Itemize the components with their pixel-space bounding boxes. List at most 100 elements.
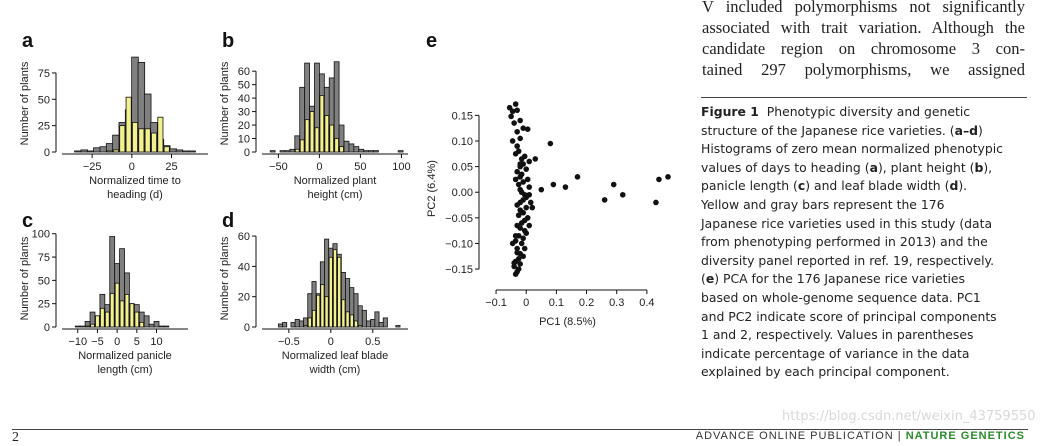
scatter-point (520, 179, 526, 185)
y-axis-label: Number of plants (219, 236, 231, 320)
caption-text: Japanese rice varieties used in this stu… (701, 215, 993, 231)
scatter-point (515, 148, 522, 155)
caption-text: ). (958, 178, 968, 194)
y-tick-label: 25 (38, 299, 50, 311)
caption-line: Japanese rice varieties used in this stu… (701, 215, 1027, 234)
gray-bar (294, 319, 300, 328)
gray-bar (282, 322, 288, 328)
yellow-bar (138, 128, 145, 153)
y-tick-label: 75 (38, 68, 50, 80)
caption-text: Phenotypic diversity and genetic (766, 104, 971, 119)
y-tick-label: 20 (238, 120, 250, 132)
yellow-bar (132, 122, 138, 153)
scatter-point (518, 171, 525, 178)
scatter-point (512, 232, 519, 239)
yellow-bar (100, 307, 105, 328)
scatter-point (514, 249, 520, 256)
scatter-point (509, 240, 516, 247)
x-tick-label: 0.2 (579, 297, 594, 309)
yellow-bar (339, 146, 344, 153)
x-axis-label: PC1 (8.5%) (539, 316, 596, 328)
gray-bar (397, 150, 404, 153)
x-axis-label: Normalized plant (294, 175, 377, 187)
scatter-point (526, 222, 533, 229)
y-tick-label: −0.05 (445, 213, 473, 225)
caption-text: panicle length ( (701, 178, 798, 194)
caption-text: values of days to heading ( (701, 159, 870, 175)
yellow-bar (299, 139, 305, 153)
gray-bar (74, 325, 81, 328)
yellow-bar (304, 119, 310, 153)
y-tick-label: 50 (38, 275, 50, 287)
gray-bar (290, 322, 296, 328)
caption-line: panicle length (c) and leaf blade width … (701, 177, 1027, 196)
caption-panel-ref: a–d (954, 122, 979, 138)
gray-bar (361, 309, 367, 328)
gray-bar (343, 140, 350, 153)
y-tick-label: 75 (38, 252, 50, 264)
yellow-bar (358, 325, 363, 328)
x-axis-label: heading (d) (107, 189, 163, 201)
scatter-point (523, 204, 530, 211)
caption-line: values of days to heading (a), plant hei… (701, 159, 1027, 178)
gray-bar (353, 146, 360, 153)
x-tick-label: 0.5 (365, 336, 380, 348)
yellow-bar (349, 314, 354, 328)
y-tick-label: 40 (238, 261, 250, 273)
x-axis-label: width (cm) (309, 364, 361, 376)
scatter-point (523, 230, 530, 237)
x-tick-label: 0 (114, 336, 120, 348)
footer-rule (12, 429, 1028, 430)
body-text-line: tained 297 polymorphisms, we assigned (702, 60, 1025, 79)
scatter-point (520, 253, 526, 260)
yellow-bar (119, 125, 126, 153)
scatter-point (653, 199, 659, 206)
scatter-point (512, 271, 519, 277)
gray-bar (175, 149, 184, 153)
running-head: ADVANCE ONLINE PUBLICATION (695, 430, 894, 442)
scatter-point (527, 199, 534, 206)
caption-line: from phenotyping performed in 2013) and … (701, 233, 1027, 252)
yellow-bar (341, 299, 346, 328)
caption-text: ), (983, 159, 993, 175)
scatter-point (550, 181, 557, 188)
y-tick-label: −0.10 (445, 238, 473, 250)
scatter-point (514, 202, 520, 208)
gray-bar (158, 325, 165, 328)
scatter-point (520, 125, 526, 131)
caption-text: 1 and 2, respectively. Values in parenth… (701, 327, 974, 343)
y-tick-label: 25 (38, 121, 50, 133)
caption-panel-ref: e (705, 271, 715, 287)
x-tick-label: 25 (165, 161, 177, 173)
gray-bar (153, 321, 160, 328)
scatter-point (656, 176, 662, 183)
yellow-bar (311, 309, 317, 328)
yellow-bar (90, 323, 95, 328)
figure-caption: Figure 1 Phenotypic diversity and geneti… (701, 97, 1027, 382)
caption-line: Figure 1 Phenotypic diversity and geneti… (701, 103, 1027, 122)
gray-bar (93, 147, 101, 153)
scatter-point (511, 260, 517, 266)
yellow-bar (144, 128, 151, 153)
caption-panel-ref: b (974, 159, 984, 175)
yellow-bar (109, 293, 115, 328)
x-tick-label: −0.5 (278, 336, 300, 348)
caption-text: diversity panel reported in ref. 19, res… (701, 252, 995, 268)
panel-c: c 0 25 50 75 100 −10 −5 0 5 10 Normalized panicle le… (19, 210, 188, 376)
caption-text: ), plant height ( (877, 159, 975, 175)
caption-line: Yellow and gray bars represent the 176 (701, 196, 1027, 215)
scatter-point (514, 128, 520, 135)
yellow-bar (157, 116, 164, 153)
scatter-point (517, 117, 523, 124)
gray-bar (357, 305, 363, 328)
x-tick-label: 0 (328, 336, 334, 348)
yellow-bar (139, 321, 145, 328)
gray-bar (143, 315, 150, 328)
scatter-point (517, 135, 523, 142)
x-tick-label: 0 (523, 297, 529, 309)
page-number: 2 (12, 430, 19, 445)
yellow-bar (329, 124, 335, 153)
y-tick-label: 60 (238, 231, 250, 243)
caption-line: indicate percentage of variance in the d… (701, 345, 1027, 364)
